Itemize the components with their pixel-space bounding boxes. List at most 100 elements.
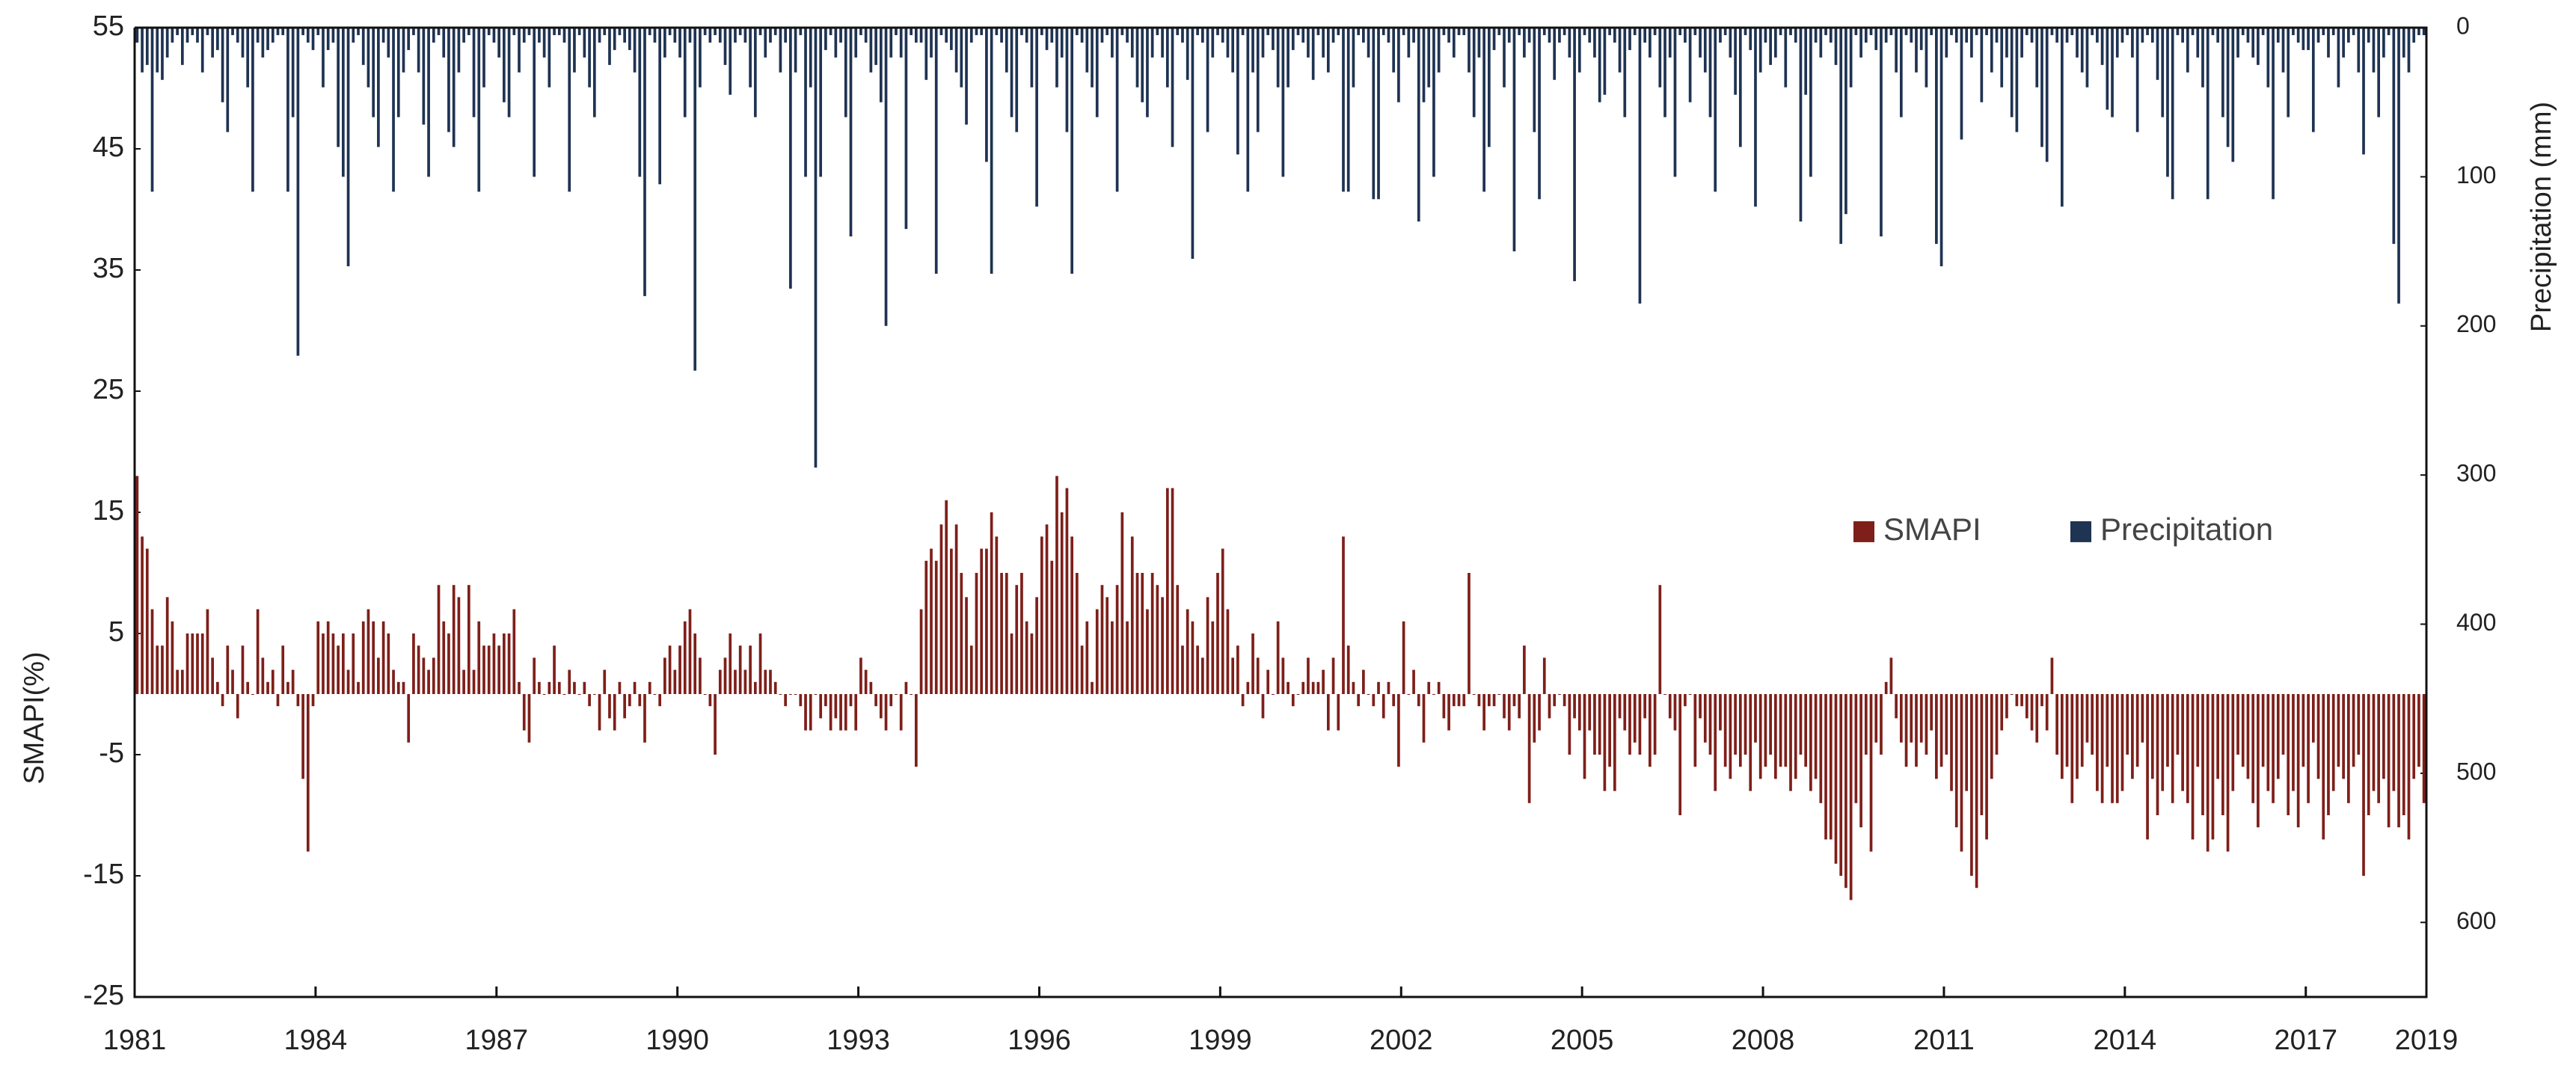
- bar: [2367, 28, 2370, 43]
- bar: [562, 694, 566, 695]
- bar: [990, 28, 993, 274]
- bar: [1869, 28, 1873, 35]
- bar: [2211, 694, 2215, 840]
- x-tick-label: 1981: [103, 1025, 167, 1056]
- bar: [1468, 28, 1471, 73]
- bar: [286, 28, 289, 192]
- bar: [2091, 694, 2094, 755]
- bar: [2055, 694, 2058, 755]
- bar: [1738, 28, 1742, 147]
- bar: [1141, 28, 1144, 102]
- bar: [2331, 28, 2335, 35]
- bar: [2342, 694, 2345, 779]
- bar: [221, 28, 224, 102]
- bar: [1492, 694, 1496, 707]
- bar: [2261, 694, 2265, 767]
- bar: [1884, 28, 1888, 43]
- bar: [954, 524, 958, 694]
- bar: [392, 28, 395, 192]
- bar: [889, 28, 893, 58]
- bar: [422, 28, 426, 125]
- bar: [2061, 694, 2064, 779]
- bar: [1000, 573, 1003, 694]
- bar: [176, 28, 179, 35]
- bar: [658, 694, 662, 707]
- bar: [1950, 28, 1953, 35]
- bar: [758, 28, 762, 35]
- bar: [1477, 694, 1481, 707]
- bar: [1307, 28, 1310, 58]
- bar: [1829, 28, 1833, 43]
- bar: [342, 28, 345, 177]
- bar: [718, 28, 722, 43]
- bar: [1206, 28, 1209, 132]
- bar: [2100, 694, 2104, 803]
- bar: [2106, 28, 2109, 110]
- bar: [1588, 28, 1592, 43]
- bar: [1708, 694, 1712, 755]
- bar: [316, 621, 320, 694]
- bar: [2201, 28, 2204, 88]
- bar: [417, 28, 420, 73]
- bar: [2316, 694, 2320, 779]
- bar: [824, 694, 827, 707]
- bar: [1658, 585, 1662, 694]
- bar: [975, 28, 978, 35]
- bar: [1482, 28, 1485, 192]
- bar: [2241, 694, 2245, 767]
- bar: [1005, 28, 1008, 73]
- bar: [2000, 694, 2004, 731]
- bar: [1653, 694, 1657, 755]
- bar: [553, 645, 556, 694]
- bar: [396, 681, 400, 694]
- bar: [2120, 28, 2124, 43]
- bar: [834, 28, 838, 58]
- bar: [447, 28, 450, 132]
- bar: [1030, 28, 1034, 88]
- bar: [758, 633, 762, 694]
- bar: [2055, 28, 2058, 43]
- bar: [633, 681, 637, 694]
- bar: [628, 28, 631, 50]
- bar: [2030, 694, 2034, 731]
- bar: [2135, 28, 2139, 132]
- bar: [1945, 694, 1948, 755]
- bar: [1774, 28, 1777, 58]
- bar: [216, 681, 219, 694]
- bar: [1307, 657, 1310, 694]
- bar: [965, 28, 968, 125]
- bar: [1407, 694, 1411, 695]
- bar: [2221, 694, 2224, 815]
- bar: [2150, 28, 2154, 43]
- bar: [1452, 694, 1456, 707]
- bar: [437, 585, 441, 694]
- bar: [1749, 28, 1752, 50]
- bar: [1678, 28, 1682, 35]
- bar: [1649, 28, 1652, 58]
- bar: [2065, 28, 2069, 43]
- bar: [1241, 28, 1245, 35]
- bar: [1824, 28, 1827, 35]
- bar: [1558, 28, 1561, 43]
- bar: [1130, 28, 1134, 58]
- bar: [377, 28, 380, 147]
- bar: [2301, 28, 2305, 50]
- bar: [839, 694, 842, 731]
- bar: [2005, 694, 2008, 719]
- bar: [1412, 669, 1415, 694]
- bar: [1256, 657, 1260, 694]
- bar: [930, 28, 933, 58]
- bar: [1176, 585, 1180, 694]
- bar: [2397, 694, 2400, 828]
- bar: [2387, 28, 2391, 35]
- bar: [673, 28, 677, 43]
- bar: [1346, 28, 1350, 192]
- bar: [1171, 488, 1174, 694]
- bar: [1523, 28, 1526, 58]
- bar: [2281, 694, 2285, 755]
- bar: [548, 681, 551, 694]
- bar: [2010, 28, 2014, 117]
- bar: [1684, 694, 1687, 707]
- bar: [1518, 28, 1521, 35]
- bar: [2045, 28, 2049, 162]
